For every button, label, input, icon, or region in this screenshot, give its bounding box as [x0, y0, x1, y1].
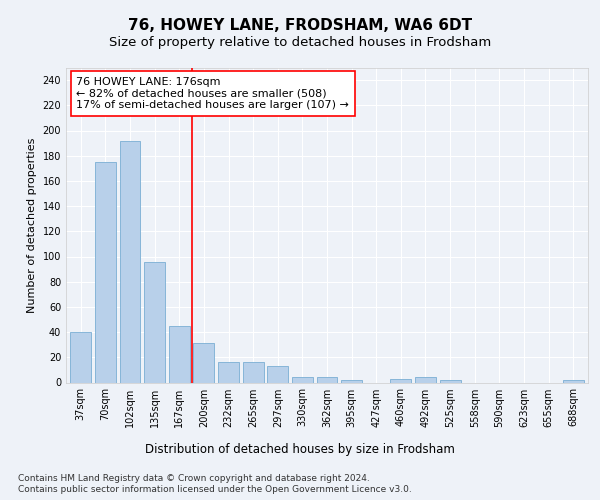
Text: 76, HOWEY LANE, FRODSHAM, WA6 6DT: 76, HOWEY LANE, FRODSHAM, WA6 6DT [128, 18, 472, 32]
Text: Contains HM Land Registry data © Crown copyright and database right 2024.: Contains HM Land Registry data © Crown c… [18, 474, 370, 483]
Bar [70, 332, 91, 382]
Bar [440, 380, 461, 382]
Bar [95, 162, 116, 382]
Bar [317, 378, 337, 382]
Text: Contains public sector information licensed under the Open Government Licence v3: Contains public sector information licen… [18, 485, 412, 494]
Bar [292, 378, 313, 382]
Bar [267, 366, 288, 382]
Text: Distribution of detached houses by size in Frodsham: Distribution of detached houses by size … [145, 442, 455, 456]
Bar [193, 344, 214, 382]
Bar [242, 362, 263, 382]
Bar [563, 380, 584, 382]
Bar [119, 140, 140, 382]
Bar [391, 378, 412, 382]
Bar [144, 262, 165, 382]
Bar [415, 378, 436, 382]
Bar [218, 362, 239, 382]
Bar [341, 380, 362, 382]
Bar [169, 326, 190, 382]
Y-axis label: Number of detached properties: Number of detached properties [27, 138, 37, 312]
Text: 76 HOWEY LANE: 176sqm
← 82% of detached houses are smaller (508)
17% of semi-det: 76 HOWEY LANE: 176sqm ← 82% of detached … [76, 77, 349, 110]
Text: Size of property relative to detached houses in Frodsham: Size of property relative to detached ho… [109, 36, 491, 49]
